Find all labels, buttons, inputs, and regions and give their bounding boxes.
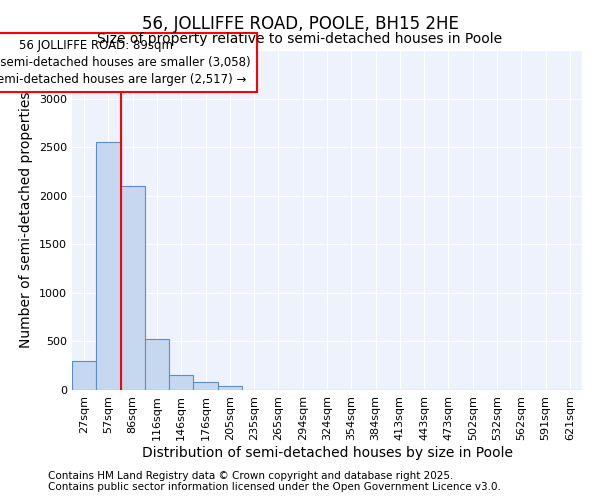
Text: 56, JOLLIFFE ROAD, POOLE, BH15 2HE: 56, JOLLIFFE ROAD, POOLE, BH15 2HE	[142, 15, 458, 33]
Bar	[145, 340, 169, 390]
Text: 56 JOLLIFFE ROAD: 89sqm
← 54% of semi-detached houses are smaller (3,058)
44% of: 56 JOLLIFFE ROAD: 89sqm ← 54% of semi-de…	[0, 39, 251, 86]
Bar	[218, 386, 242, 390]
Bar	[121, 186, 145, 390]
Bar	[96, 142, 121, 390]
X-axis label: Distribution of semi-detached houses by size in Poole: Distribution of semi-detached houses by …	[142, 446, 512, 460]
Bar	[72, 361, 96, 390]
Y-axis label: Number of semi-detached properties: Number of semi-detached properties	[19, 92, 34, 348]
Text: Contains HM Land Registry data © Crown copyright and database right 2025.
Contai: Contains HM Land Registry data © Crown c…	[48, 471, 501, 492]
Text: Size of property relative to semi-detached houses in Poole: Size of property relative to semi-detach…	[97, 32, 503, 46]
Bar	[169, 375, 193, 390]
Bar	[193, 382, 218, 390]
